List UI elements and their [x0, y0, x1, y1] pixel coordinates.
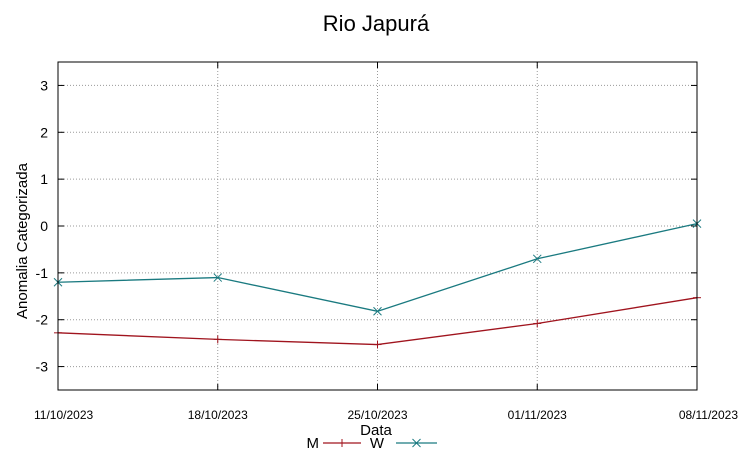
x-tick-label: 11/10/2023: [34, 408, 93, 422]
chart-title: Rio Japurá: [323, 11, 430, 36]
y-axis-ticks: 3 2 1 0 -1 -2 -3: [36, 77, 697, 375]
x-tick-label: 18/10/2023: [188, 408, 248, 422]
legend-label-m: M: [307, 435, 320, 452]
marker-stroke: [532, 254, 542, 264]
x-axis-label: Data: [360, 422, 392, 439]
plot-frame: [57, 61, 698, 391]
data-point: [373, 340, 382, 349]
series-line-m: [57, 297, 698, 346]
x-tick-label: 08/11/2023: [679, 408, 738, 422]
marker-stroke: [412, 438, 421, 448]
legend-label-w: W: [370, 435, 385, 452]
y-tick-label: -2: [36, 312, 49, 328]
data-point: [532, 254, 542, 264]
data-point: [213, 273, 223, 282]
marker-stroke: [213, 273, 223, 282]
marker-stroke: [373, 306, 382, 316]
data-point: [373, 306, 382, 316]
y-tick-label: -3: [36, 359, 49, 375]
x-axis-ticks: 11/10/2023 18/10/2023 25/10/2023 01/11/2023…: [34, 62, 738, 422]
y-axis-label: Anomalia Categorizada: [14, 162, 31, 319]
data-point: [412, 438, 421, 448]
y-tick-label: 3: [40, 77, 48, 93]
y-tick-label: -1: [36, 265, 49, 281]
data-point: [213, 335, 222, 344]
y-tick-label: 2: [40, 124, 48, 140]
x-tick-label: 01/11/2023: [508, 408, 567, 422]
x-tick-label: 25/10/2023: [347, 408, 407, 422]
data-point: [533, 319, 542, 328]
y-tick-label: 1: [40, 171, 48, 187]
y-tick-label: 0: [40, 218, 48, 234]
data-point: [338, 439, 346, 447]
